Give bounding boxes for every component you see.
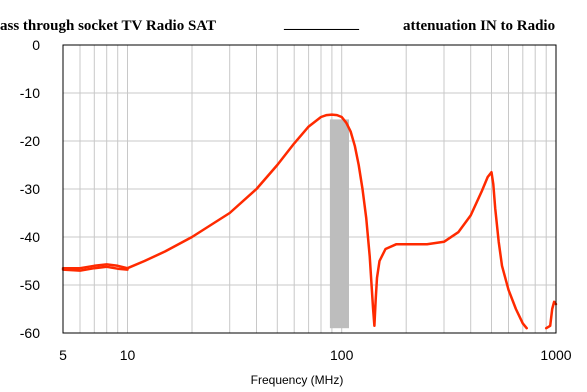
fm-band-highlight	[329, 119, 349, 329]
y-tick-label: -40	[20, 229, 40, 245]
highlight-band-layer	[329, 119, 349, 329]
chart-title-left: ass through socket TV Radio SAT	[0, 18, 216, 34]
series-line-3	[544, 300, 558, 330]
y-tick-label: -50	[20, 277, 40, 293]
x-axis-label: Frequency (MHz)	[251, 373, 344, 387]
plot-frame	[62, 44, 557, 334]
series-layer	[61, 113, 558, 330]
x-tick-label: 1000	[540, 347, 571, 363]
y-tick-labels: 0 -10 -20 -30 -40 -50 -60	[20, 37, 40, 341]
grid-lines	[63, 45, 556, 333]
series-line-1	[61, 113, 528, 330]
y-tick-label: -60	[20, 325, 40, 341]
x-tick-labels: 5 10 100 1000	[59, 347, 572, 363]
series-line-2	[61, 265, 129, 272]
y-tick-label: 0	[32, 37, 40, 53]
x-tick-label: 100	[330, 347, 354, 363]
y-tick-label: -30	[20, 181, 40, 197]
legend-swatch: __________	[283, 16, 360, 32]
y-tick-label: -20	[20, 133, 40, 149]
x-tick-label: 5	[59, 347, 67, 363]
x-tick-label: 10	[120, 347, 136, 363]
y-tick-label: -10	[20, 85, 40, 101]
chart-title-right: attenuation IN to Radio	[403, 18, 555, 34]
